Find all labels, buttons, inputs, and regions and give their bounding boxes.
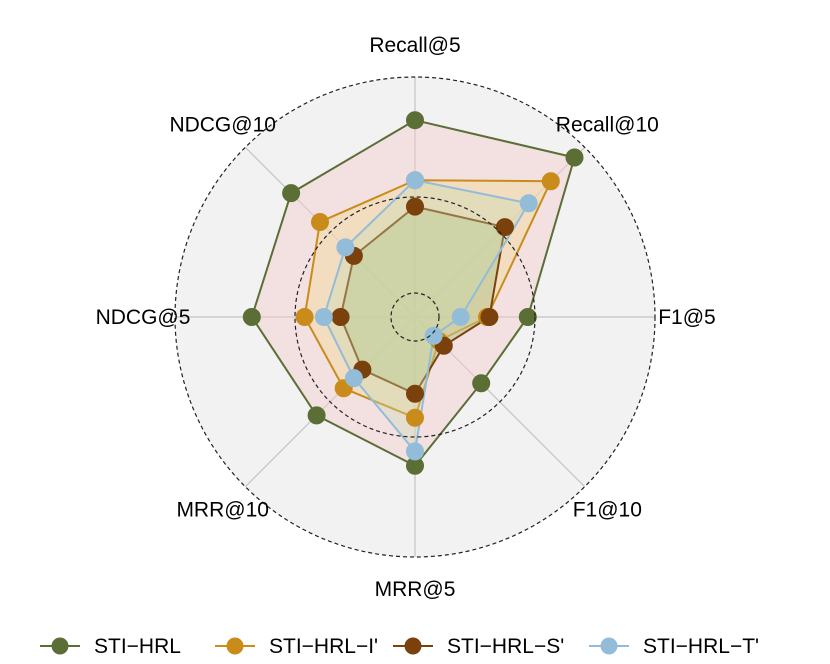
- series-2-point-1: [495, 218, 514, 237]
- series-3-point-3: [424, 326, 443, 345]
- legend-label-0: STI−HRL: [94, 635, 181, 658]
- series-0-point-5: [307, 406, 326, 425]
- radar-series: [242, 111, 584, 475]
- legend-label-2: STI−HRL−S': [447, 635, 564, 658]
- legend-marker-0: [51, 637, 69, 655]
- axis-label-mrr-5: MRR@5: [375, 578, 456, 601]
- axis-label-f1-10: F1@10: [573, 498, 642, 521]
- series-2-point-4: [406, 384, 424, 403]
- series-0-point-2: [518, 308, 537, 326]
- legend-marker-1: [226, 637, 244, 655]
- axis-label-recall-10: Recall@10: [556, 114, 659, 137]
- axis-label-mrr-10: MRR@10: [176, 498, 269, 521]
- series-0-point-6: [242, 308, 261, 326]
- radar-rings: [174, 76, 656, 558]
- series-2-point-6: [331, 308, 350, 326]
- series-3-point-2: [451, 308, 470, 326]
- series-2-area: [340, 206, 505, 394]
- series-3-area: [323, 180, 529, 452]
- legend-label-3: STI−HRL−T': [643, 635, 759, 658]
- series-3-point-5: [344, 369, 363, 388]
- ring-2: [174, 76, 656, 558]
- series-2-point-2: [480, 308, 499, 326]
- legend: STI−HRL STI−HRL−I' STI−HRL−S' STI−HRL−T': [40, 635, 759, 658]
- series-3-point-7: [336, 238, 355, 257]
- series-0-point-0: [406, 111, 424, 130]
- series-0-point-1: [565, 148, 584, 167]
- axis-label-recall-5: Recall@5: [369, 34, 460, 57]
- ring-0: [390, 292, 440, 342]
- series-3-point-6: [314, 308, 333, 326]
- axis-label-f1-5: F1@5: [658, 306, 716, 329]
- legend-label-1: STI−HRL−I': [269, 635, 378, 658]
- ring-1: [294, 196, 536, 438]
- legend-marker-3: [600, 637, 618, 655]
- axis-labels: Recall@5 Recall@10 F1@5 F1@10 MRR@5 MRR@10 NDC…: [96, 34, 716, 601]
- series-3-point-0: [406, 171, 424, 190]
- axis-label-ndcg-5: NDCG@5: [96, 306, 191, 329]
- axis-label-ndcg-10: NDCG@10: [169, 114, 276, 137]
- series-1-point-4: [406, 408, 424, 427]
- series-1-point-7: [311, 213, 329, 231]
- legend-marker-2: [404, 637, 422, 655]
- series-0-point-7: [282, 184, 301, 203]
- series-1-point-6: [295, 308, 314, 326]
- series-3-point-4: [406, 442, 424, 461]
- series-0-point-3: [472, 374, 491, 393]
- series-1-point-1: [541, 172, 560, 191]
- series-3-point-1: [519, 194, 538, 213]
- series-2-point-0: [406, 197, 424, 216]
